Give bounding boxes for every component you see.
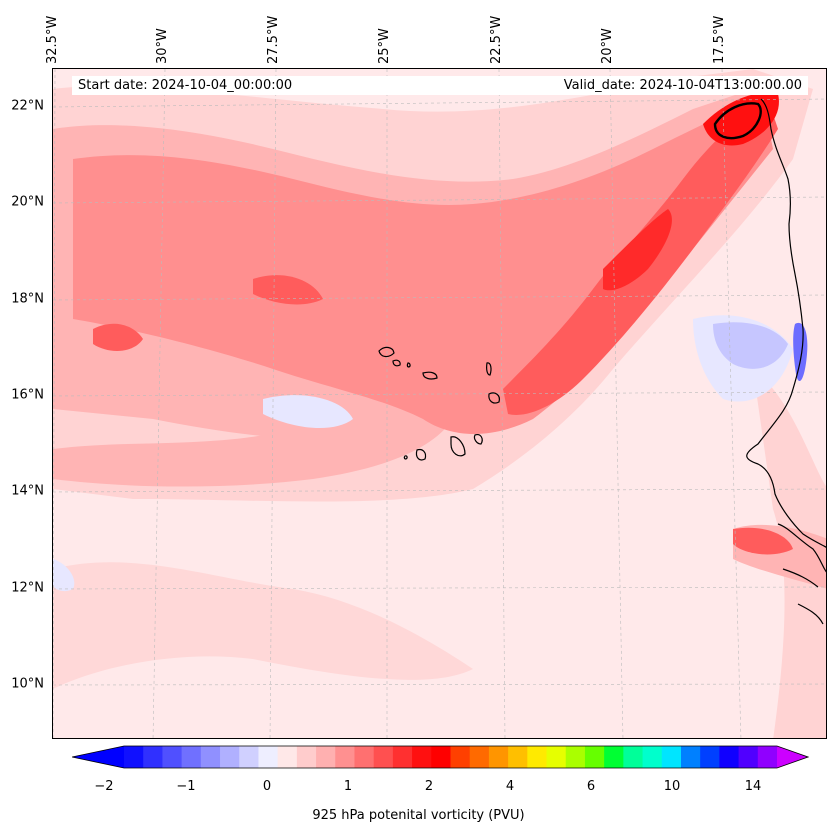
colorbar-tick-neg1: −1 (176, 779, 196, 794)
colorbar-tick-neg2: −2 (94, 779, 114, 794)
pv-region-mid-2 (53, 414, 453, 487)
colorbar-over-arrow (777, 746, 808, 768)
pv-region-light-south (53, 562, 473, 689)
colorbar-segment (296, 746, 317, 768)
pv-region-blue-light-3 (53, 559, 75, 592)
colorbar-tick-4: 4 (505, 779, 515, 794)
colorbar-title: 925 hPa potenital vorticity (PVU) (312, 808, 525, 823)
colorbar-tick-14: 14 (744, 779, 762, 794)
colorbar-segment (508, 746, 528, 768)
ne-contour (713, 102, 762, 140)
lat-label-10n: 10°N (11, 676, 44, 692)
colorbar-tick-6: 6 (586, 779, 596, 794)
colorbar-segment (527, 746, 548, 768)
colorbar-segment (316, 746, 336, 768)
lat-label-22n: 22°N (11, 98, 44, 114)
colorbar-segment (719, 746, 740, 768)
colorbar-segment (277, 746, 298, 768)
colorbar-segment (450, 746, 471, 768)
colorbar-segment (431, 746, 451, 768)
colorbar (72, 745, 809, 769)
colorbar-outline (72, 745, 809, 769)
colorbar-segment (162, 746, 183, 768)
colorbar-tick-10: 10 (663, 779, 681, 794)
graticule (53, 69, 826, 738)
colorbar-segment (412, 746, 432, 768)
colorbar-segment (642, 746, 663, 768)
colorbar-segment (181, 746, 202, 768)
colorbar-tick-1: 1 (343, 779, 353, 794)
colorbar-segment (354, 746, 375, 768)
date-header: Start date: 2024-10-04_00:00:00 Valid_da… (72, 76, 808, 95)
pv-region-red-west-2 (253, 275, 323, 305)
colorbar-segment (565, 746, 586, 768)
colorbar-segment (738, 746, 759, 768)
colorbar-under-arrow (72, 746, 124, 768)
colorbar-segment (700, 746, 720, 768)
africa-coastline (746, 98, 826, 548)
map-panel (52, 68, 827, 739)
colorbar-segment (757, 746, 778, 768)
colorbar-segment (373, 746, 394, 768)
colorbar-segment (124, 746, 144, 768)
lat-label-14n: 14°N (11, 483, 44, 499)
colorbar-segment (200, 746, 221, 768)
colorbar-segment (258, 746, 279, 768)
pv-region-red-coast (733, 527, 793, 555)
colorbar-segment (661, 746, 682, 768)
pv-region-blue-strong (793, 322, 808, 382)
colorbar-segment (546, 746, 567, 768)
colorbar-segment (623, 746, 644, 768)
valid-date-label: Valid_date: 2024-10-04T13:00:00.00 (563, 78, 802, 93)
pv-region-blue-mid (713, 322, 788, 369)
pv-region-blue-light-1 (263, 395, 353, 429)
colorbar-segment (392, 746, 413, 768)
africa-coastline-south (777, 523, 826, 625)
colorbar-segment (469, 746, 490, 768)
colorbar-tick-2: 2 (424, 779, 434, 794)
colorbar-segment (335, 746, 355, 768)
colorbar-segment (680, 746, 701, 768)
lat-label-18n: 18°N (11, 291, 44, 307)
lat-label-12n: 12°N (11, 580, 44, 596)
colorbar-segment (604, 746, 624, 768)
colorbar-segment (143, 746, 163, 768)
colorbar-tick-0: 0 (262, 779, 272, 794)
colorbar-segment (488, 746, 509, 768)
pv-field-map (53, 69, 826, 738)
pv-region-strong-red (603, 209, 672, 291)
colorbar-segment (239, 746, 259, 768)
colorbar-segment (220, 746, 240, 768)
lat-label-16n: 16°N (11, 387, 44, 403)
lat-label-20n: 20°N (11, 194, 44, 210)
cape-verde-islands (378, 346, 500, 461)
start-date-label: Start date: 2024-10-04_00:00:00 (78, 78, 293, 93)
colorbar-segment (584, 746, 605, 768)
pv-region-red-west-1 (93, 323, 143, 351)
